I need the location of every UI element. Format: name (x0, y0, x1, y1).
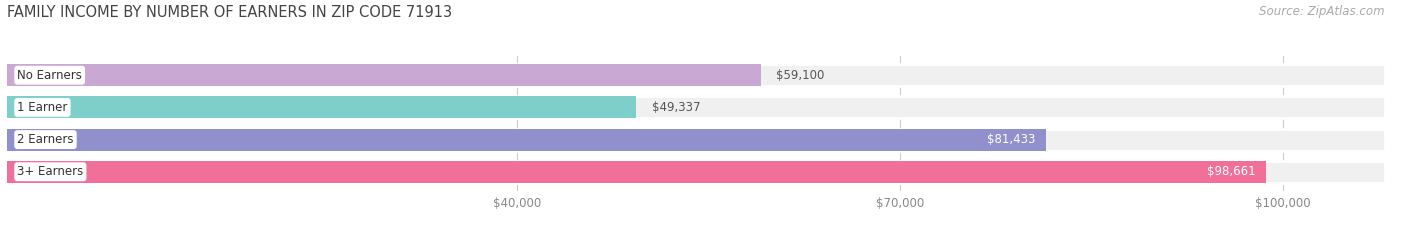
Bar (7, 129, 1385, 151)
Text: Source: ZipAtlas.com: Source: ZipAtlas.com (1260, 5, 1385, 18)
Bar (7, 161, 1385, 183)
Bar (7, 161, 1385, 183)
Text: FAMILY INCOME BY NUMBER OF EARNERS IN ZIP CODE 71913: FAMILY INCOME BY NUMBER OF EARNERS IN ZI… (7, 5, 453, 20)
Bar (7, 96, 1385, 118)
Bar (7, 64, 761, 86)
Text: 1 Earner: 1 Earner (17, 101, 67, 114)
Text: $59,100: $59,100 (776, 69, 825, 82)
Text: $81,433: $81,433 (987, 133, 1036, 146)
Bar (7, 64, 1385, 86)
Text: $98,661: $98,661 (1206, 165, 1256, 178)
Bar (7, 161, 1265, 183)
Bar (7, 64, 1385, 86)
Text: $49,337: $49,337 (652, 101, 700, 114)
Text: No Earners: No Earners (17, 69, 82, 82)
Text: 3+ Earners: 3+ Earners (17, 165, 83, 178)
Bar (7, 129, 1385, 151)
Bar (7, 96, 1385, 118)
Bar (7, 129, 1046, 151)
Bar (7, 96, 637, 118)
Text: 2 Earners: 2 Earners (17, 133, 73, 146)
